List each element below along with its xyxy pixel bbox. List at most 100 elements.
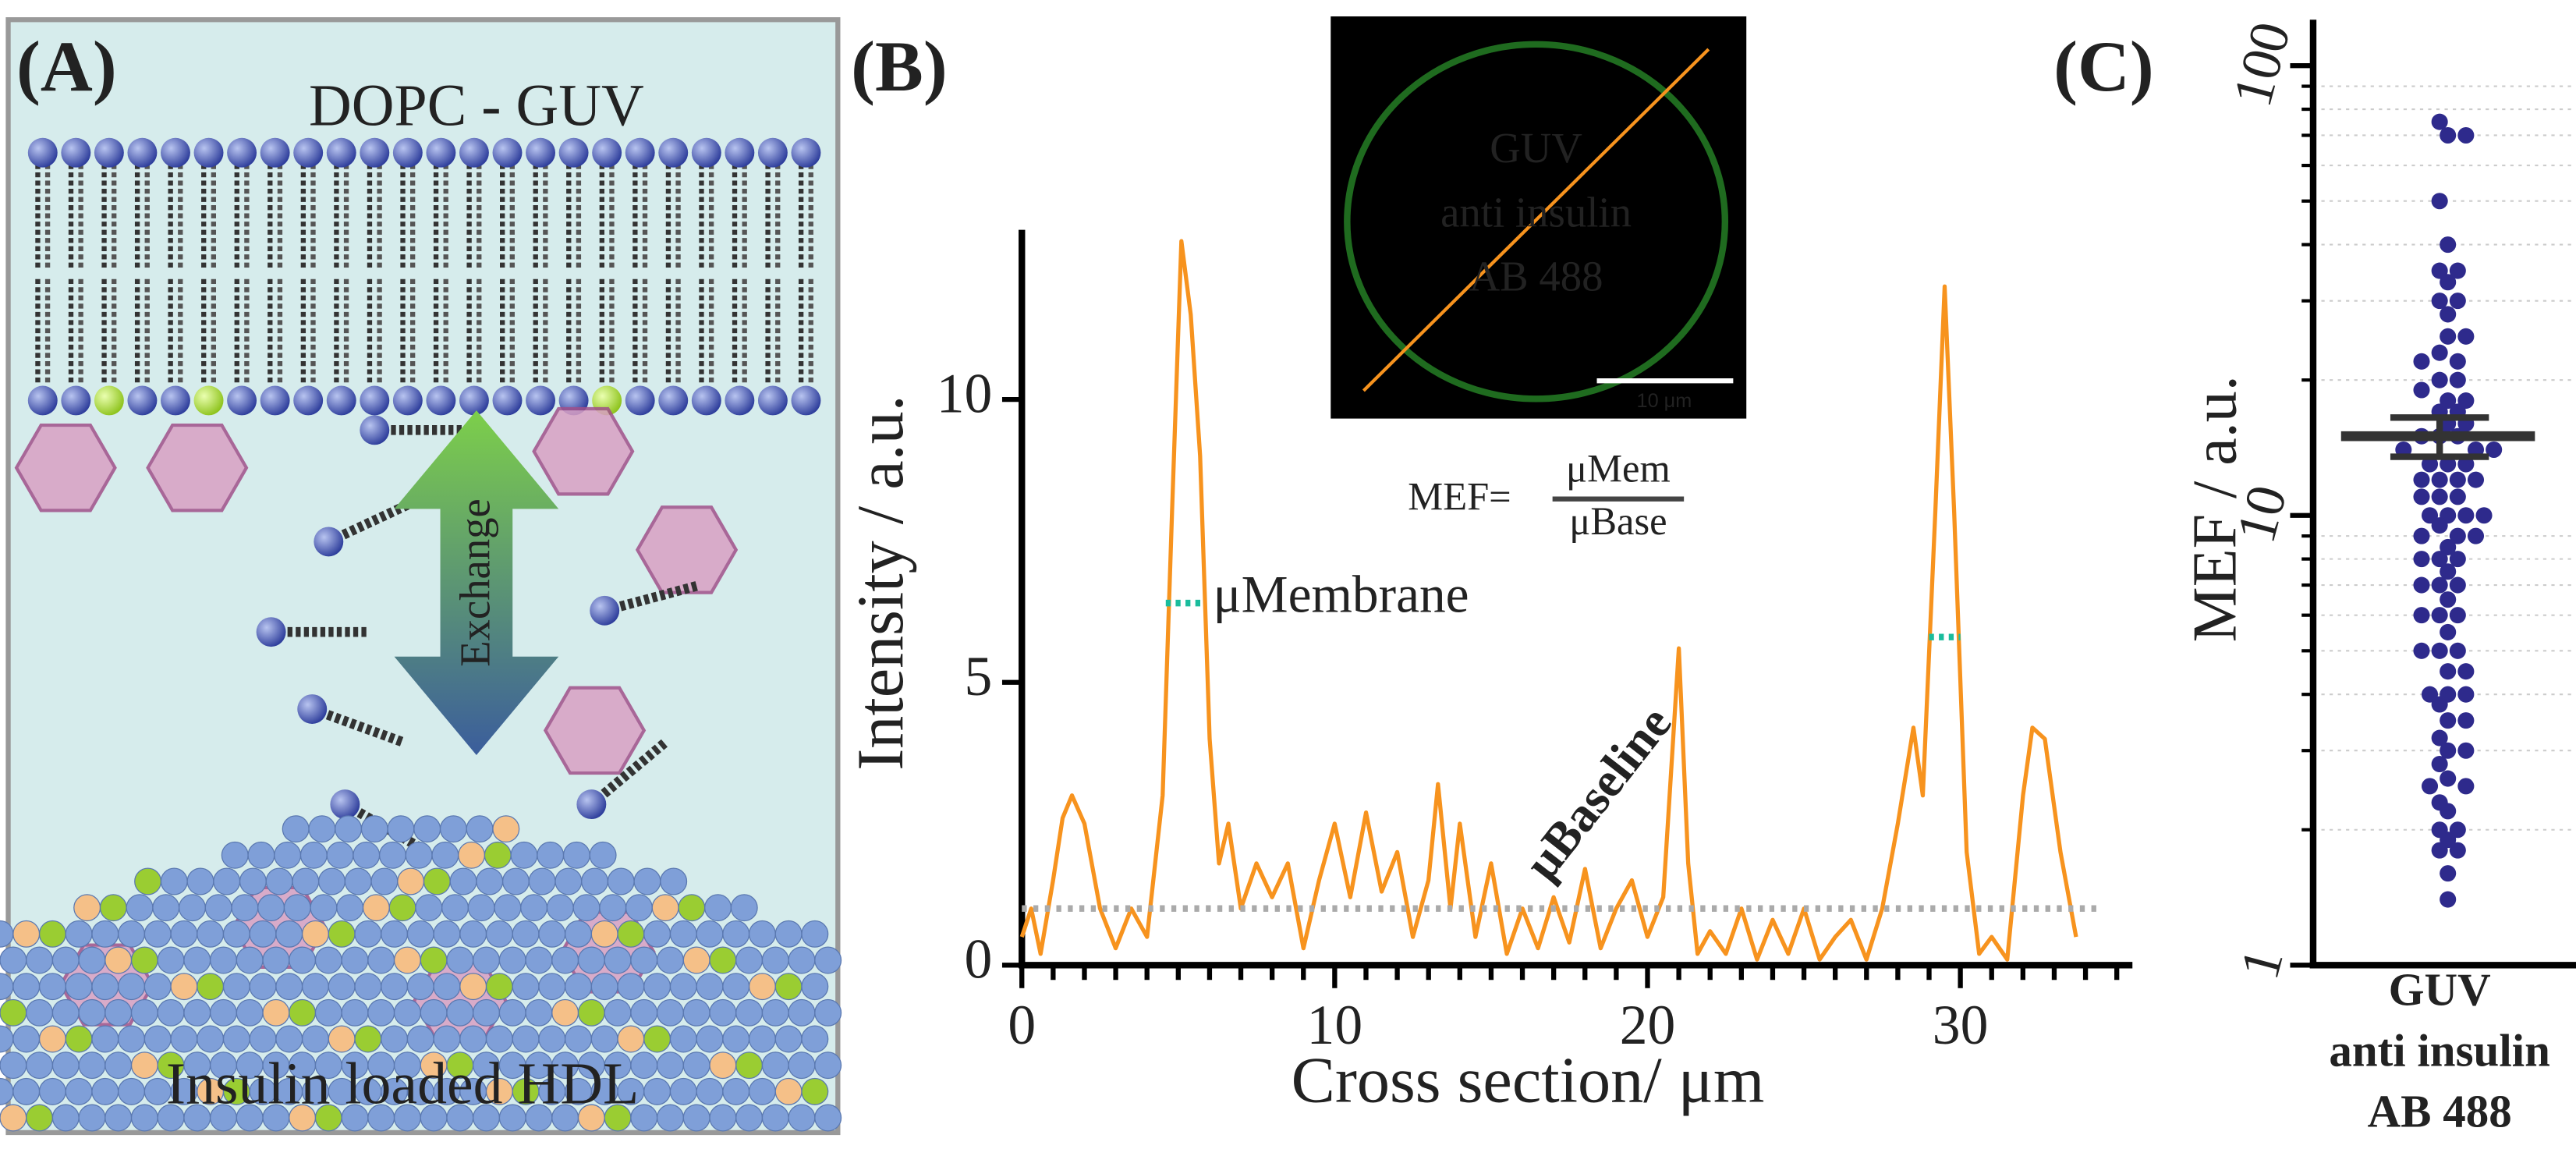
free-lipid	[603, 580, 701, 615]
hdl-lipid	[669, 1077, 697, 1105]
hdl-lipid	[696, 1077, 724, 1105]
data-point	[2440, 742, 2457, 759]
data-point	[2431, 113, 2448, 130]
hdl-lipid	[134, 867, 162, 895]
hdl-lipid	[222, 973, 250, 1001]
hdl-lipid	[485, 920, 513, 948]
lipid-head	[725, 137, 755, 168]
hdl-lipid	[748, 1025, 776, 1053]
hdl-lipid	[581, 867, 609, 895]
hdl-lipid	[381, 973, 409, 1001]
data-point	[2449, 642, 2466, 659]
data-point	[2457, 328, 2475, 345]
hdl-lipid	[761, 946, 789, 974]
hdl-lipid	[130, 998, 158, 1027]
hdl-lipid	[774, 1025, 803, 1053]
hdl-lipid	[118, 920, 146, 948]
hdl-lipid	[186, 867, 214, 895]
hdl-lipid	[12, 920, 41, 948]
line-series	[1019, 239, 2078, 962]
lipid-head	[558, 137, 589, 168]
lipid-head	[757, 385, 788, 416]
hdl-lipid	[682, 1051, 710, 1080]
hdl-lipid	[458, 841, 486, 869]
hdl-lipid	[328, 920, 356, 948]
data-point	[2413, 607, 2430, 624]
hdl-lipid	[546, 894, 574, 922]
hdl-lipid	[501, 867, 530, 895]
hdl-lipid	[709, 1051, 737, 1080]
data-point	[2440, 274, 2457, 291]
data-point	[2440, 328, 2457, 345]
hdl-lipid	[449, 867, 477, 895]
hdl-lipid	[249, 973, 277, 1001]
hdl-lipid	[441, 894, 469, 922]
inset-text: AB 488	[1469, 252, 1603, 300]
hdl-lipid	[420, 998, 448, 1027]
hdl-lipid	[289, 946, 317, 974]
lipid-head	[459, 385, 489, 416]
hdl-lipid	[26, 998, 54, 1027]
hdl-lipid	[197, 973, 225, 1001]
y-axis-label: MEF / a.u.	[2181, 375, 2249, 642]
hdl-lipid	[607, 867, 635, 895]
hdl-lipid	[630, 998, 658, 1027]
hdl-lipid	[65, 1025, 93, 1053]
hdl-lipid	[538, 973, 566, 1001]
hdl-lipid	[572, 894, 601, 922]
lipid-head	[658, 385, 689, 416]
data-point	[2486, 441, 2503, 459]
hdl-lipid	[204, 894, 232, 922]
hdl-lipid	[105, 1104, 133, 1132]
hdl-lipid	[651, 894, 679, 922]
lipid-head	[426, 137, 456, 168]
insulin-hexamer	[14, 423, 117, 512]
hdl-lipid	[473, 946, 501, 974]
y-axis-label: Intensity / a.u.	[845, 395, 917, 770]
hdl-lipid	[362, 894, 390, 922]
lipid-head	[492, 137, 523, 168]
data-point	[2449, 551, 2466, 568]
hdl-lipid	[144, 920, 172, 948]
data-point	[2413, 642, 2430, 659]
hdl-lipid	[213, 867, 241, 895]
hdl-lipid	[38, 1025, 66, 1053]
lipid-head	[426, 385, 456, 416]
y-tick-label: 0	[965, 929, 993, 991]
hdl-lipid	[118, 1025, 146, 1053]
inset-vesicle	[1344, 41, 1729, 403]
hdl-lipid	[0, 998, 27, 1027]
data-point	[2413, 488, 2430, 505]
free-lipid	[310, 704, 407, 748]
arrow-label: Exchange	[452, 498, 499, 667]
panel-label: (C)	[2053, 27, 2154, 107]
data-point	[2431, 576, 2448, 594]
lipid-head	[260, 137, 290, 168]
data-point	[2440, 712, 2457, 729]
lipid-head	[625, 385, 655, 416]
hdl-lipid	[589, 841, 617, 869]
hdl-lipid	[406, 1025, 434, 1053]
lipid-head	[94, 385, 124, 416]
hdl-lipid	[801, 1025, 829, 1053]
hdl-lipid	[735, 946, 764, 974]
hdl-lipid	[748, 973, 776, 1001]
hdl-lipid	[381, 920, 409, 948]
data-point	[2440, 306, 2457, 323]
x-tick-label: 0	[1008, 995, 1036, 1056]
hdl-lipid	[656, 1104, 684, 1132]
hdl-lipid	[788, 946, 816, 974]
data-point	[2413, 576, 2430, 594]
data-point	[2413, 353, 2430, 370]
inset-text: anti insulin	[1440, 188, 1632, 236]
hdl-lipid	[413, 815, 441, 843]
hdl-lipid	[91, 1077, 119, 1105]
x-tick-label: 10	[1307, 995, 1363, 1056]
hdl-lipid	[336, 894, 364, 922]
data-point	[2457, 778, 2475, 795]
y-tick-label: 100	[2221, 16, 2302, 112]
hdl-lipid	[308, 815, 336, 843]
lipid-head	[658, 137, 689, 168]
hdl-lipid	[26, 946, 54, 974]
